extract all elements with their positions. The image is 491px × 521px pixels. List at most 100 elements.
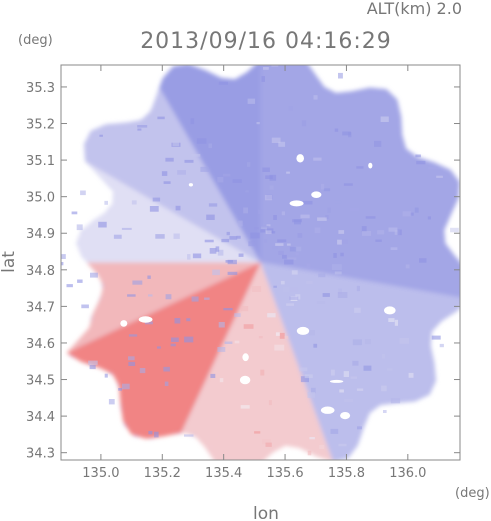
y-tick-label: 35.1 (26, 154, 55, 169)
velocity-speckle (186, 318, 191, 322)
velocity-speckle (317, 217, 327, 221)
velocity-speckle (171, 337, 179, 342)
velocity-speckle (394, 319, 398, 326)
velocity-speckle (243, 324, 254, 329)
y-tick-label: 34.7 (26, 300, 55, 315)
velocity-speckle (330, 428, 339, 434)
velocity-speckle (236, 235, 241, 239)
velocity-speckle (337, 292, 348, 298)
velocity-speckle (217, 347, 226, 352)
velocity-speckle (278, 250, 284, 255)
velocity-speckle (301, 120, 307, 127)
velocity-speckle (265, 230, 272, 235)
velocity-speckle (314, 227, 321, 234)
velocity-speckle (286, 303, 294, 306)
velocity-speckle (428, 166, 438, 170)
velocity-speckle (415, 154, 421, 158)
velocity-speckle (223, 308, 233, 311)
velocity-speckle (288, 106, 293, 111)
velocity-speckle (284, 336, 289, 339)
velocity-speckle (321, 183, 325, 190)
velocity-speckle (330, 369, 335, 376)
velocity-speckle (238, 220, 243, 227)
no-data-gap (289, 200, 304, 207)
velocity-speckle (217, 249, 224, 256)
chart-title: 2013/09/16 04:16:29 (140, 29, 392, 54)
velocity-speckle (307, 392, 316, 398)
velocity-speckle (356, 285, 360, 292)
x-tick-label: 135.8 (328, 466, 365, 481)
velocity-speckle (226, 231, 230, 236)
y-tick-label: 35.0 (26, 191, 55, 206)
velocity-speckle (182, 207, 186, 213)
velocity-speckle (414, 207, 419, 213)
velocity-speckle (61, 254, 66, 259)
velocity-speckle (252, 286, 262, 292)
no-data-gap (340, 412, 351, 420)
velocity-speckle (184, 434, 194, 437)
velocity-speckle (232, 179, 242, 183)
velocity-speckle (184, 336, 194, 343)
velocity-speckle (374, 140, 382, 147)
velocity-speckle (196, 138, 207, 144)
velocity-speckle (327, 207, 331, 213)
y-tick-label: 34.3 (26, 447, 55, 462)
velocity-speckle (209, 444, 213, 451)
velocity-speckle (338, 230, 345, 234)
velocity-speckle (303, 200, 313, 205)
velocity-speckle (99, 134, 103, 137)
velocity-speckle (148, 431, 153, 435)
velocity-speckle (323, 188, 331, 192)
velocity-speckle (405, 264, 410, 269)
velocity-speckle (390, 247, 398, 250)
velocity-speckle (269, 174, 277, 181)
velocity-speckle (155, 234, 165, 239)
velocity-speckle (277, 239, 287, 243)
velocity-speckle (291, 270, 298, 275)
velocity-speckle (275, 332, 280, 336)
velocity-speckle (388, 227, 398, 232)
velocity-speckle (163, 366, 170, 372)
velocity-speckle (334, 271, 342, 275)
velocity-speckle (343, 183, 353, 186)
velocity-speckle (212, 269, 220, 276)
velocity-speckle (381, 385, 387, 392)
velocity-speckle (267, 313, 276, 318)
velocity-speckle (218, 322, 225, 328)
no-data-gap (138, 316, 153, 323)
velocity-speckle (383, 410, 387, 413)
velocity-speckle (313, 343, 318, 348)
velocity-speckle (431, 335, 441, 340)
velocity-speckle (223, 173, 231, 177)
velocity-speckle (204, 297, 210, 300)
velocity-speckle (262, 439, 271, 445)
velocity-speckle (227, 271, 238, 275)
no-data-gap (296, 154, 305, 163)
velocity-speckle (281, 211, 285, 216)
velocity-speckle (450, 227, 459, 233)
velocity-speckle (66, 284, 73, 288)
velocity-speckle (264, 239, 268, 243)
y-tick-label: 34.9 (26, 227, 55, 242)
velocity-speckle (247, 162, 251, 167)
velocity-speckle (61, 262, 64, 266)
velocity-speckle (137, 125, 148, 128)
velocity-speckle (399, 338, 410, 344)
velocity-speckle (218, 81, 228, 85)
velocity-speckle (240, 405, 250, 409)
velocity-speckle (356, 388, 364, 391)
velocity-speckle (300, 214, 310, 219)
velocity-speckle (333, 253, 337, 258)
velocity-speckle (286, 171, 290, 174)
velocity-speckle (234, 313, 241, 317)
velocity-speckle (292, 219, 302, 223)
velocity-sector (181, 262, 333, 460)
velocity-speckle (266, 224, 271, 227)
velocity-speckle (313, 157, 322, 161)
velocity-speckle (191, 296, 199, 302)
velocity-speckle (261, 76, 265, 82)
velocity-speckle (362, 231, 372, 236)
velocity-speckle (273, 215, 277, 220)
velocity-speckle (402, 211, 412, 217)
velocity-speckle (274, 344, 285, 351)
